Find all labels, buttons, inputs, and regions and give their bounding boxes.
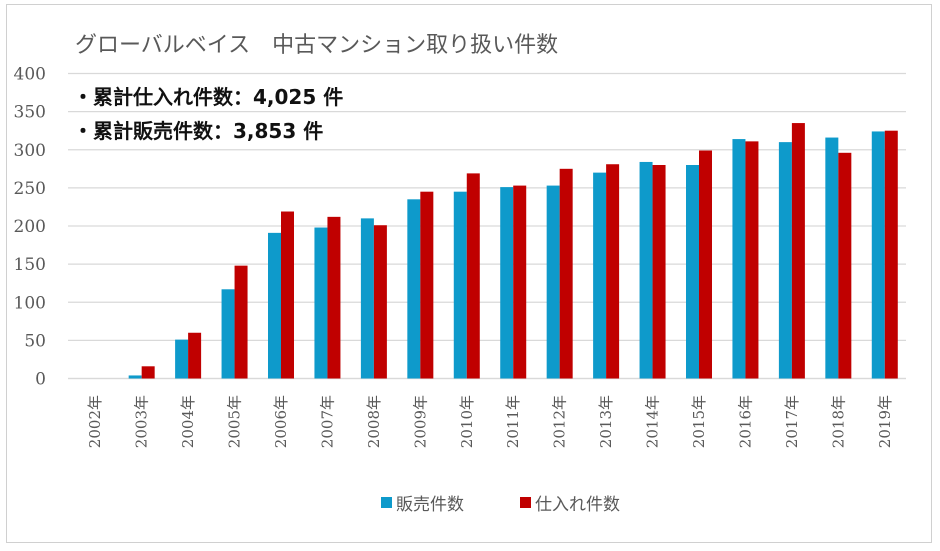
x-tick-label: 2006年	[272, 395, 290, 448]
x-tick-label: 2012年	[551, 395, 569, 448]
legend-swatch-sales	[381, 497, 392, 508]
annotation-total-sales: ・累計販売件数：3,853 件	[73, 119, 323, 143]
x-tick-label: 2014年	[644, 395, 662, 448]
legend-item-sales: 販売件数	[381, 495, 464, 515]
bar-purchases	[745, 141, 759, 379]
bar-purchases	[559, 168, 573, 379]
bar-sales	[871, 131, 885, 379]
bar-purchases	[838, 152, 852, 379]
bar-purchases	[281, 211, 294, 379]
bar-purchases	[466, 173, 480, 379]
bar-purchases	[513, 185, 527, 379]
x-tick-label: 2010年	[458, 395, 476, 448]
annotation-total-purchases: ・累計仕入れ件数：4,025 件	[73, 85, 343, 109]
y-tick-label: 150	[14, 255, 46, 275]
bar-purchases	[188, 332, 202, 379]
y-tick-label: 50	[24, 331, 46, 351]
legend: 販売件数 仕入れ件数	[381, 495, 620, 515]
bar-sales	[686, 165, 699, 379]
x-tick-label: 2008年	[365, 395, 383, 448]
y-tick-label: 400	[14, 65, 46, 85]
bar-purchases	[141, 366, 155, 379]
bar-sales	[593, 172, 607, 379]
legend-label-sales: 販売件数	[396, 495, 464, 515]
bar-purchases	[606, 164, 620, 379]
x-tick-label: 2004年	[179, 395, 197, 448]
bar-sales	[639, 161, 653, 379]
bar-sales	[453, 191, 467, 379]
x-tick-label: 2018年	[829, 395, 847, 448]
bar-sales	[407, 199, 421, 379]
bar-purchases	[420, 191, 434, 379]
legend-item-purchases: 仕入れ件数	[520, 495, 620, 515]
y-tick-label: 250	[14, 179, 46, 199]
x-tick-label: 2007年	[318, 395, 336, 448]
bar-sales	[268, 232, 281, 379]
bar-sales	[221, 289, 235, 379]
bar-sales	[778, 142, 792, 379]
x-tick-label: 2016年	[736, 395, 754, 448]
bar-sales	[546, 185, 560, 379]
y-tick-label: 350	[14, 103, 46, 123]
bar-sales	[360, 218, 374, 379]
x-tick-label: 2019年	[876, 395, 894, 448]
bar-sales	[500, 187, 514, 379]
y-tick-label: 0	[35, 370, 46, 390]
x-tick-label: 2005年	[226, 395, 244, 448]
y-axis-ticks: 0 50 100 150 200 250 300 350 400	[14, 65, 46, 390]
x-tick-label: 2002年	[86, 395, 104, 448]
bar-purchases	[373, 225, 387, 379]
bar-sales	[825, 137, 839, 379]
legend-label-purchases: 仕入れ件数	[535, 495, 620, 515]
bar-sales	[314, 227, 328, 379]
bar-purchases	[791, 123, 805, 379]
y-tick-label: 100	[14, 293, 46, 313]
bar-purchases	[652, 165, 666, 379]
bar-purchases	[234, 265, 248, 379]
x-tick-label: 2011年	[504, 395, 522, 448]
bars	[128, 123, 898, 379]
bar-sales	[128, 375, 142, 379]
y-tick-label: 300	[14, 141, 46, 161]
bar-purchases	[699, 150, 712, 379]
x-tick-label: 2013年	[597, 395, 615, 448]
x-tick-label: 2017年	[783, 395, 801, 448]
chart-title: グローバルベイス 中古マンション取り扱い件数	[75, 33, 558, 58]
gridlines	[68, 72, 906, 380]
legend-swatch-purchases	[520, 497, 531, 508]
y-tick-label: 200	[14, 217, 46, 237]
bar-purchases	[884, 130, 898, 379]
x-tick-label: 2009年	[411, 395, 429, 448]
bar-purchases	[327, 216, 341, 379]
bar-sales	[732, 139, 746, 379]
bar-sales	[175, 339, 189, 379]
x-axis-ticks: 2002年 2003年 2004年 2005年 2006年 2007年 2008年 2009年…	[86, 395, 894, 448]
x-tick-label: 2003年	[133, 395, 151, 448]
x-tick-label: 2015年	[690, 395, 708, 448]
annotations: ・累計仕入れ件数：4,025 件 ・累計販売件数：3,853 件	[73, 85, 343, 143]
